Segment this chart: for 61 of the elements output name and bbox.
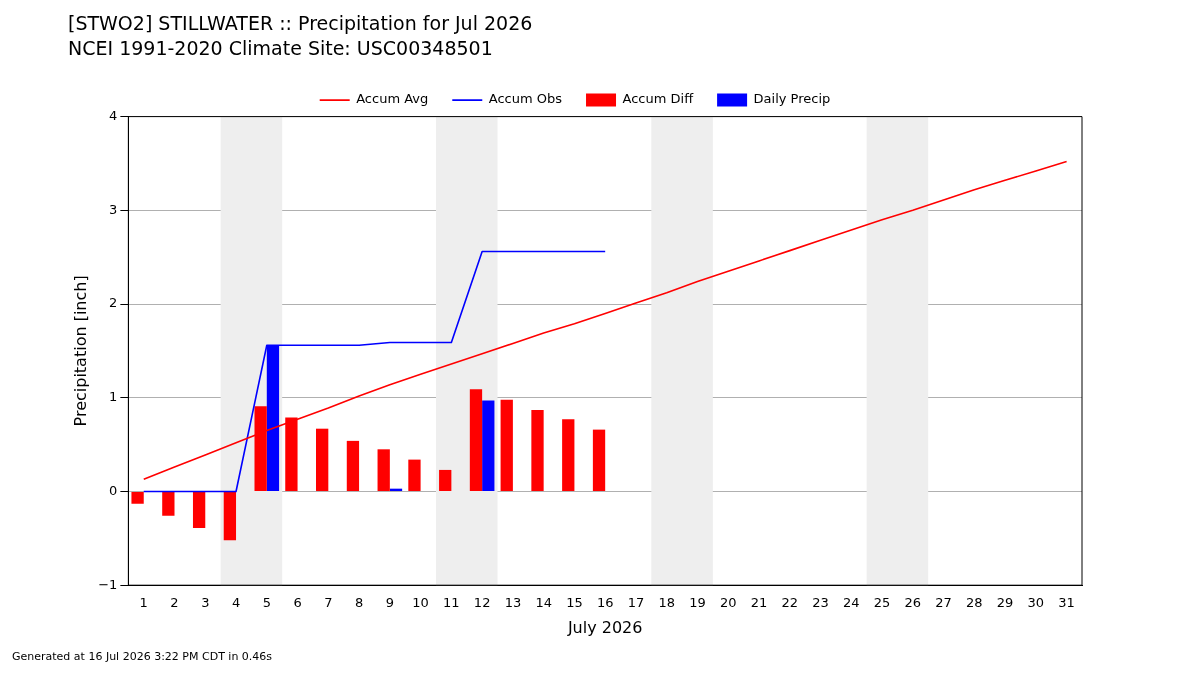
x-tick-label: 16 <box>596 595 614 611</box>
x-tick-label: 20 <box>719 595 737 611</box>
x-tick-label: 8 <box>354 595 364 611</box>
bar <box>377 449 390 491</box>
bar <box>346 440 360 491</box>
x-tick-label: 1 <box>139 595 148 611</box>
bar <box>439 469 452 491</box>
y-tick-label: 0 <box>109 482 118 498</box>
y-tick-label: 1 <box>109 389 118 405</box>
legend-label: Accum Avg <box>356 91 429 107</box>
bar <box>469 389 483 491</box>
legend-label: Accum Obs <box>488 91 563 107</box>
x-tick-label: 4 <box>231 595 241 611</box>
bar <box>192 491 206 529</box>
y-tick-label: −1 <box>98 576 118 592</box>
bar <box>531 409 544 491</box>
bar <box>131 491 144 504</box>
x-tick-label: 26 <box>904 595 922 611</box>
text: Generated at 16 Jul 2026 3:22 PM CDT in 0.46s <box>12 650 273 664</box>
x-tick-label: 19 <box>689 595 706 611</box>
x-tick-label: 30 <box>1027 595 1045 611</box>
legend-label: Accum Diff <box>622 91 695 107</box>
x-tick-label: 25 <box>873 595 891 611</box>
legend-label: Daily Precip <box>753 91 831 107</box>
y-tick-label: 2 <box>109 295 118 311</box>
x-tick-label: 27 <box>935 595 952 611</box>
x-tick-label: 29 <box>996 595 1014 611</box>
x-tick-label: 12 <box>473 595 491 611</box>
y-axis-title: Precipitation [inch] <box>70 275 90 427</box>
x-tick-label: 7 <box>324 595 333 611</box>
x-tick-label: 21 <box>750 595 768 611</box>
x-tick-label: 2 <box>170 595 179 611</box>
x-tick-label: 15 <box>566 595 583 611</box>
y-tick-label: 3 <box>109 201 118 217</box>
chart-subtitle: NCEI 1991-2020 Climate Site: USC00348501 <box>68 37 493 60</box>
x-tick-label: 6 <box>293 595 302 611</box>
x-tick-label: 5 <box>262 595 271 611</box>
x-tick-label: 10 <box>412 595 429 611</box>
bar <box>408 459 421 491</box>
x-tick-label: 28 <box>966 595 983 611</box>
bar <box>500 399 513 491</box>
bar <box>316 428 329 491</box>
x-tick-label: 13 <box>504 595 522 611</box>
x-tick-label: 14 <box>535 595 552 611</box>
x-tick-label: 22 <box>781 595 799 611</box>
x-tick-label: 31 <box>1058 595 1075 611</box>
x-tick-label: 11 <box>443 595 460 611</box>
x-axis-title: July 2026 <box>566 617 643 637</box>
x-tick-label: 17 <box>627 595 645 611</box>
x-tick-label: 3 <box>201 595 210 611</box>
y-tick-label: 4 <box>109 107 118 123</box>
bar <box>562 419 575 491</box>
chart-title: [STWO2] STILLWATER :: Precipitation for Jul 2026 <box>68 12 533 35</box>
bar <box>482 400 495 491</box>
x-tick-label: 23 <box>812 595 829 611</box>
bar <box>162 491 175 516</box>
x-tick-label: 9 <box>385 595 394 611</box>
bar <box>592 429 606 491</box>
bar <box>223 491 237 541</box>
x-tick-label: 18 <box>658 595 675 611</box>
x-tick-label: 24 <box>843 595 860 611</box>
